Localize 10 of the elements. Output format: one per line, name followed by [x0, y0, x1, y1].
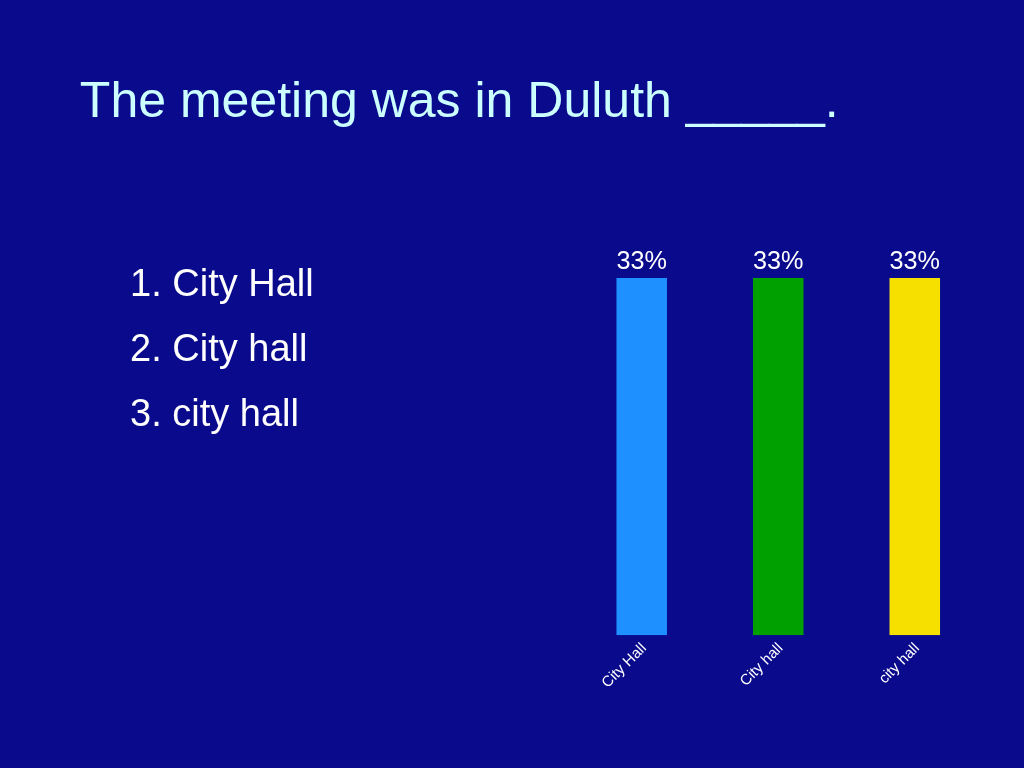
- x-tick-label: city hall: [874, 639, 923, 687]
- text: 1. City Hall: [130, 262, 314, 304]
- x-tick-label: City hall: [735, 639, 786, 689]
- data-label: 33%: [616, 246, 667, 275]
- x-tick-label: City Hall: [597, 639, 650, 691]
- text: 3. city hall: [130, 392, 299, 434]
- data-label: 33%: [889, 246, 941, 275]
- data-label: 33%: [753, 246, 804, 275]
- chart-title: The meeting was in Duluth _____.: [79, 72, 839, 129]
- text: 2. City hall: [130, 327, 308, 369]
